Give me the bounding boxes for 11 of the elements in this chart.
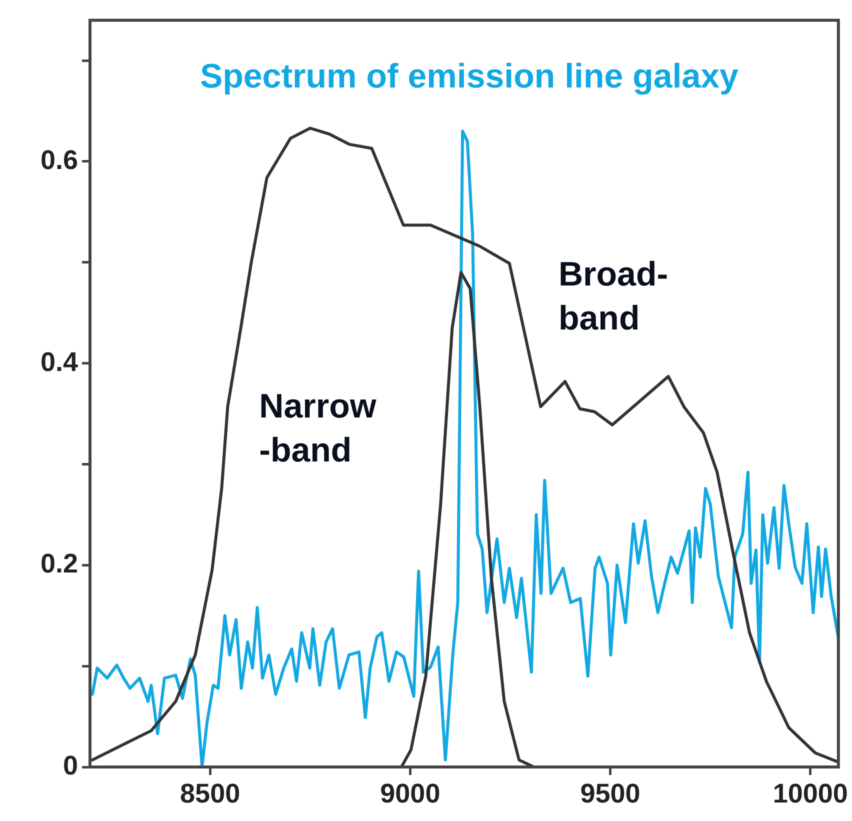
y-tick-label: 0.6 — [40, 144, 78, 175]
y-tick-label: 0 — [62, 750, 78, 780]
x-tick-label: 9000 — [380, 778, 440, 809]
x-tick-label: 10000 — [772, 778, 848, 809]
x-tick-label: 9500 — [580, 778, 640, 809]
annotation: Broad- band — [558, 256, 668, 338]
y-tick-label: 0.2 — [40, 548, 78, 579]
text: Spectrum of emission line galaxy — [200, 57, 739, 96]
y-tick-label: 0.4 — [40, 346, 78, 377]
x-tick-label: 8500 — [180, 778, 240, 809]
annotation: Narrow -band — [259, 388, 377, 470]
